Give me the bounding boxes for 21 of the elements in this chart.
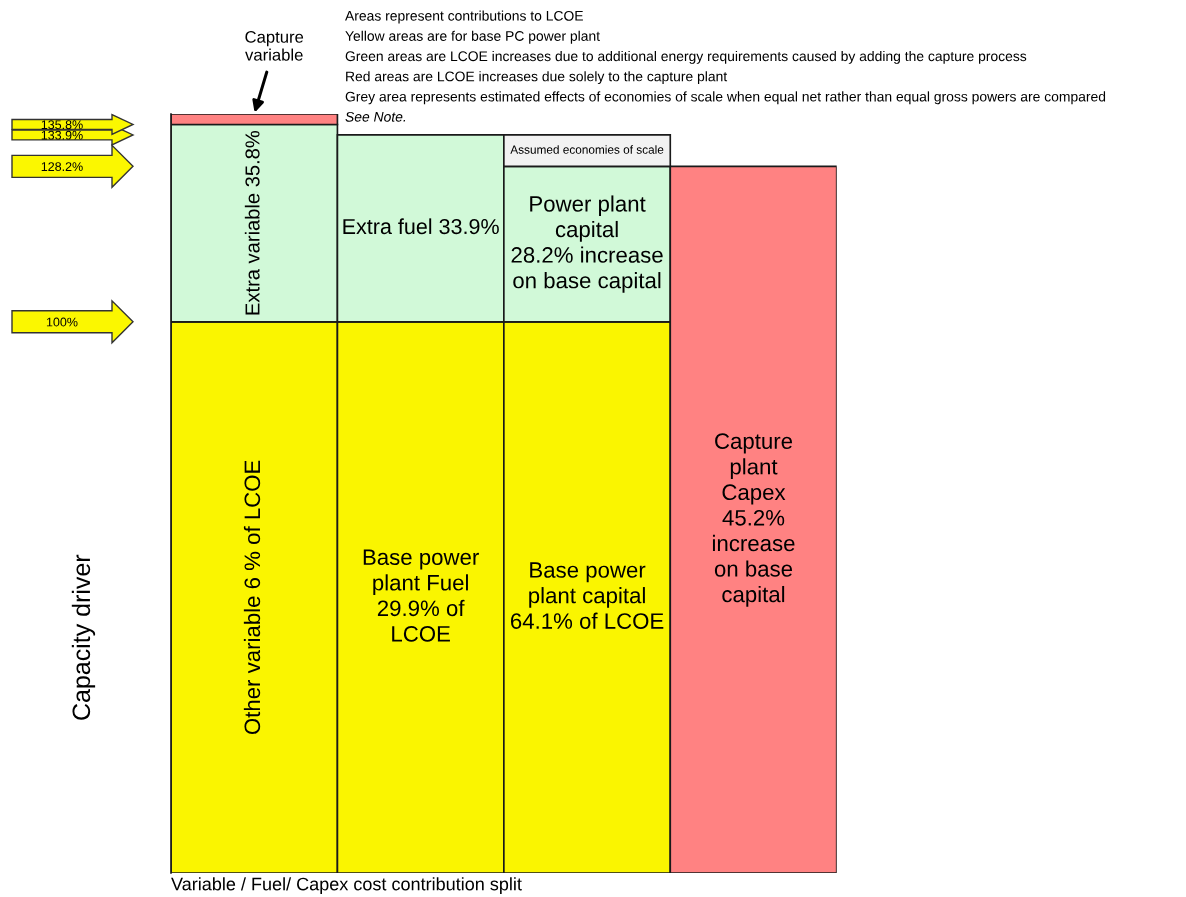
y-tick-label: 128.2% [41,162,83,172]
data-label: Base power plant Fuel 29.9% of LCOE [363,549,479,642]
data-label: Base power plant capital 64.1% of LCOE [510,562,664,629]
y-axis-title: Capacity driver [71,554,96,720]
data-label: Assumed economies of scale [510,145,664,154]
annotation: See Note. [345,111,406,122]
x-axis-title: Variable / Fuel/ Capex cost contribution split [171,877,522,894]
text: Red areas are LCOE increases due solely to the capture plant [346,71,728,85]
y-tick-label: 135.8% [41,120,83,130]
data-label: Extra fuel 33.9% [343,218,499,235]
text: Capture variable [245,31,304,61]
text: Yellow areas are for base PC power plant [345,30,600,44]
y-tick-label: 133.9% [41,130,83,140]
text: Green areas are LCOE increases due to additional energy requirements caused by adding the capture process [345,50,1027,64]
data-label: Capture plant Capex 45.2% increase on base capital [712,433,795,607]
data-label: Power plant capital 28.2% increase on base capital [511,195,663,293]
data-label: Extra variable 35.8% [244,130,260,315]
text: Grey area represents estimated effects of economies of scale when equal net rather than equal gross powers are compared [345,91,1106,105]
data-label: Other variable 6 % of LCOE [243,460,261,735]
text: Areas represent contributions to LCOE [345,10,583,24]
y-tick-label: 100% [46,317,78,327]
